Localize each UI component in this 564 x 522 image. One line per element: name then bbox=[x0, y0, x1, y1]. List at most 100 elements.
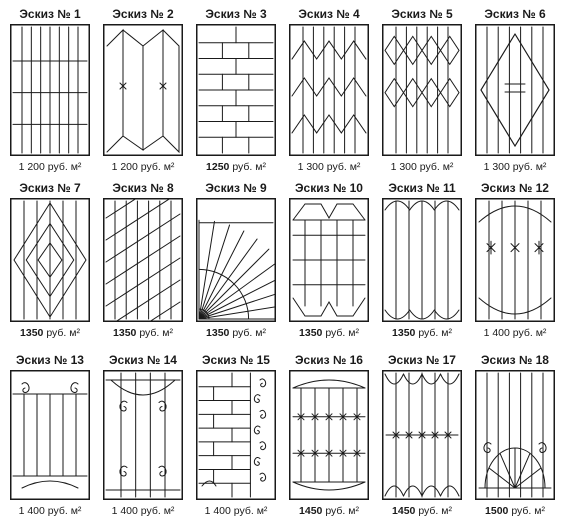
sketch-card[interactable]: Эскиз № 1 1 200 руб. м² bbox=[3, 6, 97, 176]
sketch-title: Эскиз № 12 bbox=[481, 181, 549, 195]
sketch-card[interactable]: Эскиз № 12 1 400 руб. м² bbox=[468, 180, 562, 350]
sketch-title: Эскиз № 7 bbox=[19, 181, 81, 195]
price-amount: 1350 bbox=[206, 327, 230, 339]
sketch-frame bbox=[289, 24, 369, 156]
price-unit: руб. м² bbox=[140, 505, 175, 517]
price-amount: 1500 bbox=[485, 505, 509, 517]
sketch-card[interactable]: Эскиз № 13 1 400 руб. м² bbox=[3, 352, 97, 522]
price-amount: 1350 bbox=[20, 327, 44, 339]
sketch-title: Эскиз № 5 bbox=[391, 7, 453, 21]
grille-pattern bbox=[384, 372, 460, 498]
sketch-frame bbox=[10, 198, 90, 322]
sketch-price: 1350 руб. м² bbox=[282, 326, 376, 340]
sketch-frame bbox=[196, 370, 276, 500]
sketch-card[interactable]: Эскиз № 14 1 400 руб. м² bbox=[96, 352, 190, 522]
window-grille-sketch bbox=[103, 24, 183, 156]
price-unit: руб. м² bbox=[418, 327, 452, 339]
price-unit: руб. м² bbox=[512, 161, 547, 173]
sketch-price: 1350 руб. м² bbox=[96, 326, 190, 340]
sketch-price: 1 300 руб. м² bbox=[468, 160, 562, 174]
sketch-frame bbox=[103, 24, 183, 156]
price-amount: 1450 bbox=[392, 505, 416, 517]
sketch-title: Эскиз № 10 bbox=[295, 181, 363, 195]
sketch-card[interactable]: Эскиз № 2 1 200 руб. м² bbox=[96, 6, 190, 176]
sketch-card[interactable]: Эскиз № 5 1 300 руб. м² bbox=[375, 6, 469, 176]
sketch-card[interactable]: Эскиз № 7 1350 руб. м² bbox=[3, 180, 97, 350]
window-grille-sketch bbox=[103, 198, 183, 322]
price-amount: 1 300 bbox=[297, 161, 324, 173]
sketch-price: 1 300 руб. м² bbox=[375, 160, 469, 174]
price-amount: 1 300 bbox=[390, 161, 417, 173]
grille-pattern bbox=[384, 26, 460, 154]
price-amount: 1 400 bbox=[18, 505, 45, 517]
price-amount: 1 200 bbox=[111, 161, 138, 173]
sketch-card[interactable]: Эскиз № 15 1 400 руб. м² bbox=[189, 352, 283, 522]
sketch-title: Эскиз № 11 bbox=[388, 181, 456, 195]
grille-pattern bbox=[105, 372, 181, 498]
sketch-card[interactable]: Эскиз № 16 1450 руб. м² bbox=[282, 352, 376, 522]
price-unit: руб. м² bbox=[326, 161, 361, 173]
price-unit: руб. м² bbox=[325, 505, 359, 517]
price-unit: руб. м² bbox=[418, 505, 452, 517]
sketch-title: Эскиз № 4 bbox=[298, 7, 360, 21]
price-amount: 1 400 bbox=[483, 327, 510, 339]
sketch-frame bbox=[289, 370, 369, 500]
sketch-card[interactable]: Эскиз № 6 1 300 руб. м² bbox=[468, 6, 562, 176]
sketch-title: Эскиз № 8 bbox=[112, 181, 174, 195]
sketch-card[interactable]: Эскиз № 3 1250 руб. м² bbox=[189, 6, 283, 176]
price-unit: руб. м² bbox=[140, 161, 175, 173]
sketch-price: 1250 руб. м² bbox=[189, 160, 283, 174]
grille-pattern bbox=[13, 200, 87, 320]
sketch-card[interactable]: Эскиз № 10 1350 руб. м² bbox=[282, 180, 376, 350]
price-unit: руб. м² bbox=[512, 327, 547, 339]
sketch-price: 1 400 руб. м² bbox=[468, 326, 562, 340]
sketch-title: Эскиз № 14 bbox=[109, 353, 177, 367]
window-grille-sketch bbox=[289, 370, 369, 500]
sketch-card[interactable]: Эскиз № 17 1450 руб. м² bbox=[375, 352, 469, 522]
price-amount: 1 400 bbox=[111, 505, 138, 517]
grille-pattern bbox=[105, 198, 181, 322]
sketch-frame bbox=[103, 198, 183, 322]
sketch-frame bbox=[382, 24, 462, 156]
grille-pattern bbox=[198, 26, 274, 154]
sketch-frame bbox=[475, 24, 555, 156]
window-grille-sketch bbox=[382, 24, 462, 156]
sketch-frame bbox=[10, 24, 90, 156]
price-amount: 1350 bbox=[299, 327, 323, 339]
price-amount: 1450 bbox=[299, 505, 323, 517]
sketch-price: 1500 руб. м² bbox=[468, 504, 562, 518]
grille-pattern bbox=[384, 200, 460, 320]
sketch-title: Эскиз № 17 bbox=[388, 353, 456, 367]
price-amount: 1350 bbox=[113, 327, 137, 339]
sketch-card[interactable]: Эскиз № 4 1 300 руб. м² bbox=[282, 6, 376, 176]
window-grille-sketch bbox=[475, 370, 555, 500]
sketch-card[interactable]: Эскиз № 9 1350 руб. м² bbox=[189, 180, 283, 350]
sketch-title: Эскиз № 16 bbox=[295, 353, 363, 367]
grille-pattern bbox=[292, 379, 366, 491]
grille-pattern bbox=[106, 28, 180, 154]
sketch-card[interactable]: Эскиз № 8 1350 руб. м² bbox=[96, 180, 190, 350]
window-grille-sketch bbox=[382, 370, 462, 500]
window-grille-sketch bbox=[196, 24, 276, 156]
window-grille-sketch bbox=[289, 24, 369, 156]
window-grille-sketch bbox=[103, 370, 183, 500]
price-unit: руб. м² bbox=[47, 161, 82, 173]
price-unit: руб. м² bbox=[46, 327, 80, 339]
sketch-frame bbox=[196, 24, 276, 156]
sketch-title: Эскиз № 6 bbox=[484, 7, 546, 21]
sketch-card[interactable]: Эскиз № 11 1350 руб. м² bbox=[375, 180, 469, 350]
sketch-frame bbox=[475, 370, 555, 500]
price-amount: 1 200 bbox=[18, 161, 45, 173]
sketch-title: Эскиз № 3 bbox=[205, 7, 267, 21]
sketch-title: Эскиз № 15 bbox=[202, 353, 270, 367]
window-grille-sketch bbox=[475, 198, 555, 322]
sketch-frame bbox=[475, 198, 555, 322]
price-unit: руб. м² bbox=[232, 327, 266, 339]
sketch-card[interactable]: Эскиз № 18 1500 руб. м² bbox=[468, 352, 562, 522]
sketch-price: 1 200 руб. м² bbox=[3, 160, 97, 174]
sketch-price: 1 200 руб. м² bbox=[96, 160, 190, 174]
sketch-title: Эскиз № 9 bbox=[205, 181, 267, 195]
grille-pattern bbox=[198, 219, 276, 320]
sketch-frame bbox=[289, 198, 369, 322]
grille-pattern bbox=[291, 26, 367, 154]
